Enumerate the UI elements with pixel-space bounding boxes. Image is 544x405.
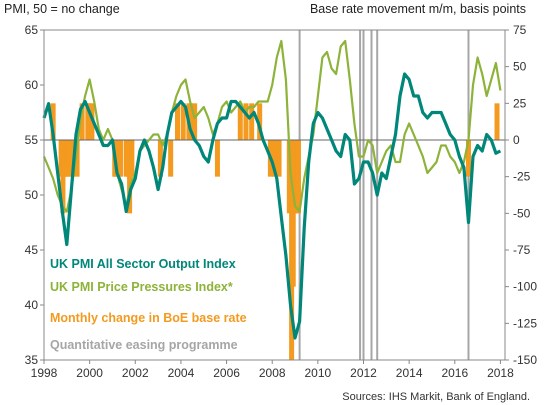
base-rate-bar-20 [157, 140, 163, 177]
right-tick-label-6: 0 [513, 133, 520, 147]
base-rate-bar-0 [50, 103, 56, 140]
right-tick-label-2: -100 [513, 280, 537, 294]
right-axis-title: Base rate movement m/m, basis points [309, 2, 526, 16]
right-tick-label-7: 25 [513, 96, 527, 110]
base-rate-bar-27 [214, 140, 220, 177]
legend-item-3: Quantitative easing programme [50, 338, 238, 352]
legend-item-1: UK PMI Price Pressures Index* [50, 280, 233, 294]
base-rate-bar-41 [465, 140, 471, 177]
left-tick-label-4: 55 [25, 133, 39, 147]
x-tick-label-8: 2014 [396, 366, 423, 380]
base-rate-bar-15 [117, 140, 123, 177]
left-tick-label-2: 45 [25, 243, 39, 257]
base-rate-bar-28 [237, 103, 243, 140]
base-rate-bar-34 [276, 140, 282, 177]
x-tick-label-5: 2008 [259, 366, 286, 380]
base-rate-bar-42 [494, 103, 500, 140]
right-tick-label-9: 75 [513, 23, 527, 37]
base-rate-bar-22 [175, 103, 181, 140]
right-tick-label-0: -150 [513, 353, 537, 367]
right-tick-label-1: -125 [513, 316, 537, 330]
x-tick-label-2: 2002 [122, 366, 149, 380]
legend: UK PMI All Sector Output Index UK PMI Pri… [50, 257, 247, 352]
plot-area [42, 30, 505, 360]
base-rate-bar-7 [74, 140, 80, 177]
x-tick-label-6: 2010 [305, 366, 332, 380]
legend-item-0: UK PMI All Sector Output Index [50, 257, 236, 271]
right-tick-label-5: -25 [513, 170, 531, 184]
base-rate-bar-25 [188, 103, 194, 140]
x-tick-label-7: 2012 [350, 366, 377, 380]
base-rate-bar-30 [249, 103, 255, 140]
base-rate-bar-8 [79, 103, 85, 140]
x-tick-label-0: 1998 [31, 366, 58, 380]
right-tick-label-4: -50 [513, 206, 531, 220]
series-line-0 [42, 72, 502, 340]
left-tick-label-6: 65 [25, 23, 39, 37]
x-tick-label-3: 2004 [168, 366, 195, 380]
x-tick-label-1: 2000 [76, 366, 103, 380]
left-tick-label-5: 60 [25, 78, 39, 92]
base-rate-bar-31 [257, 103, 263, 140]
x-tick-label-9: 2016 [441, 366, 468, 380]
x-tick-label-10: 2018 [487, 366, 514, 380]
base-rate-bar-19 [129, 140, 135, 177]
left-tick-label-1: 40 [25, 298, 39, 312]
base-rate-bar-33 [272, 140, 277, 177]
x-tick-label-4: 2006 [213, 366, 240, 380]
left-tick-label-3: 50 [25, 188, 39, 202]
base-rate-bar-5 [66, 140, 72, 177]
right-tick-label-8: 50 [513, 60, 527, 74]
base-rate-bar-21 [168, 140, 174, 177]
source-note: Sources: IHS Markit, Bank of England. [342, 391, 530, 403]
series-line-1 [42, 39, 502, 213]
base-rate-bar-40 [295, 140, 301, 214]
axes: 35 40 45 50 55 60 65 -150 -125 -100 -75 -50 -25 0 25 50… [25, 23, 538, 380]
base-rate-bar-29 [243, 103, 249, 140]
legend-item-2: Monthly change in BoE base rate [50, 311, 247, 325]
base-rate-bar-23 [180, 103, 186, 140]
base-rate-bar-26 [192, 103, 198, 140]
left-axis-title: PMI, 50 = no change [4, 2, 120, 16]
left-tick-label-0: 35 [25, 353, 39, 367]
right-tick-label-3: -75 [513, 243, 531, 257]
